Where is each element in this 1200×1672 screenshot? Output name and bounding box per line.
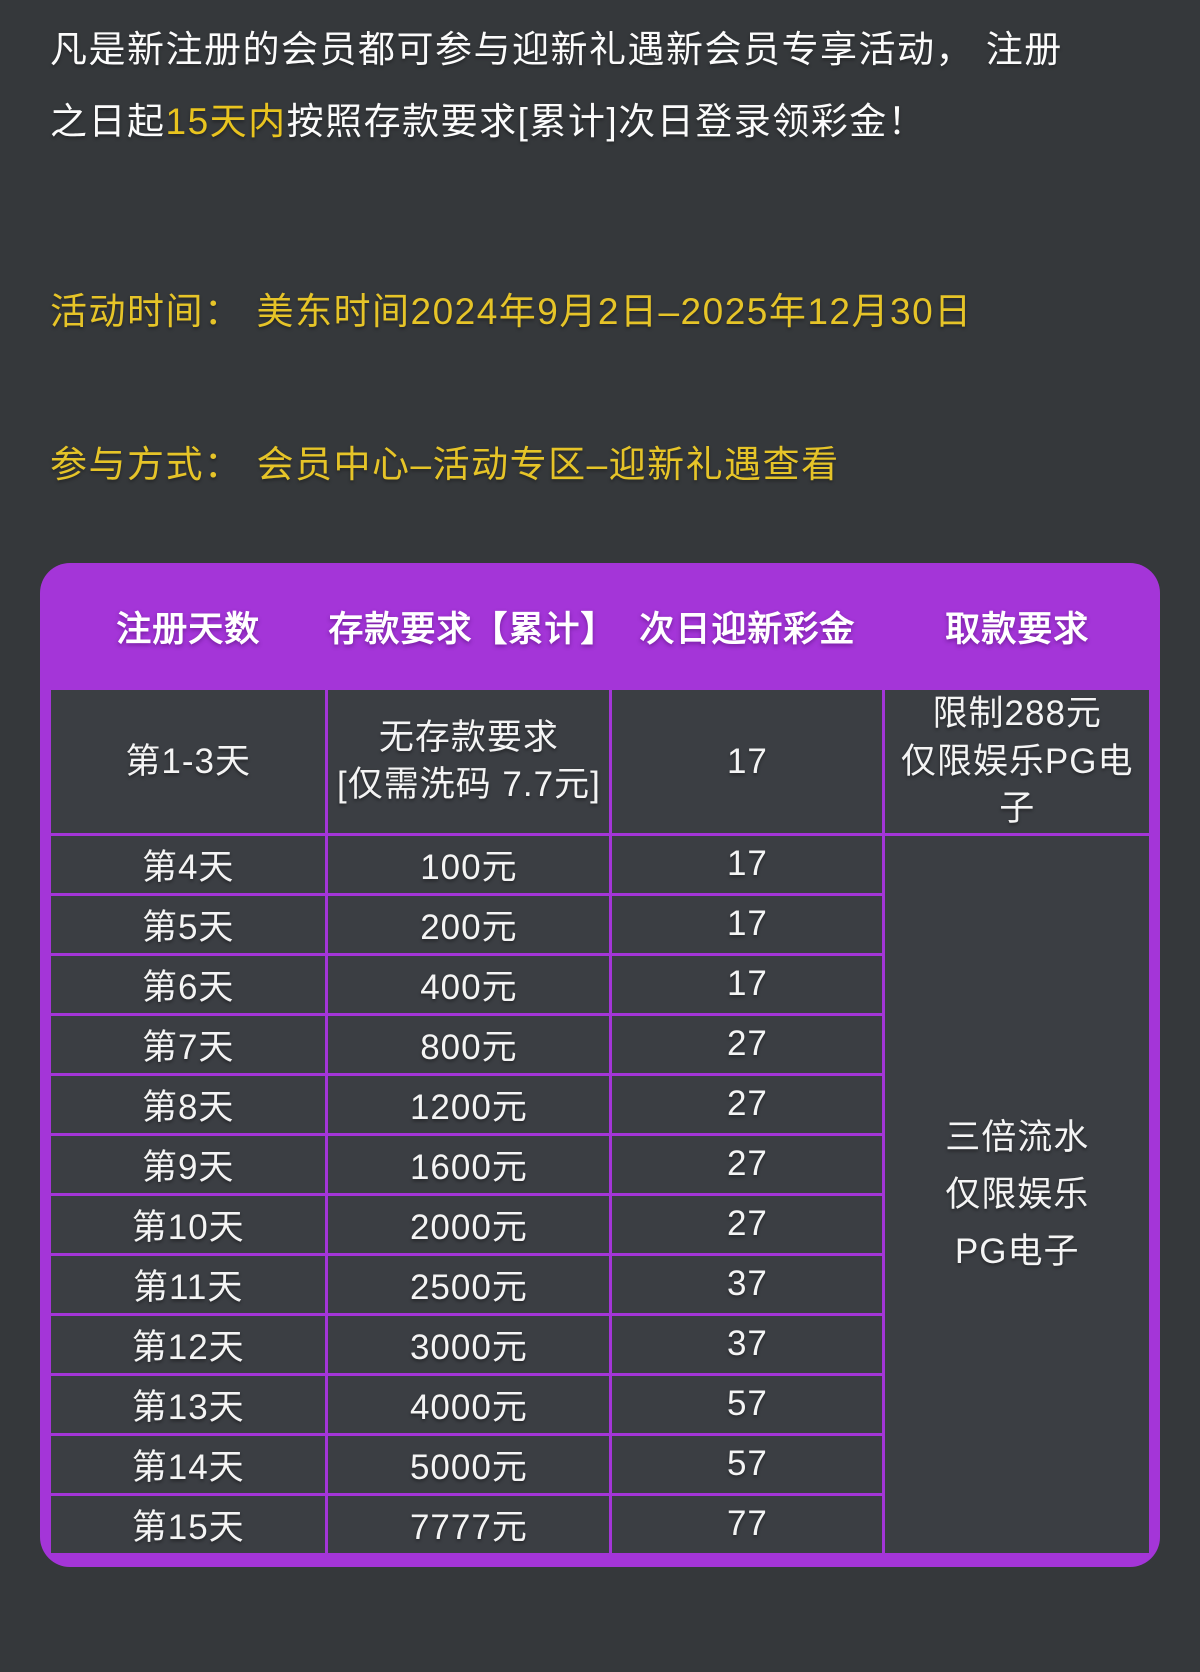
cell-day: 第4天 [51,835,326,893]
cell-withdraw-first: 限制288元 仅限娱乐PG电子 [885,690,1149,833]
cell-bonus: 37 [612,1255,883,1313]
cell-bonus: 37 [612,1315,883,1373]
col-header-next-day-bonus: 次日迎新彩金 [639,610,856,649]
intro-line-2-prefix: 之日起 [50,101,166,142]
cell-day: 第6天 [51,955,326,1013]
table-row: 第1-3天 无存款要求 [仅需洗码 7.7元] 17 限制288元 仅限娱乐PG电子 [51,690,1149,833]
cell-bonus: 27 [612,1135,883,1193]
cell-day: 第11天 [51,1255,326,1313]
cell-bonus: 17 [612,895,883,953]
cell-day: 第5天 [51,895,326,953]
promo-page: { "intro": { "line1": "凡是新注册的会员都可参与迎新礼遇新… [0,14,1200,1672]
cell-bonus: 17 [612,955,883,1013]
cell-day: 第7天 [51,1015,326,1073]
intro-line-2-suffix: 按照存款要求[累计]次日登录领彩金！ [286,101,927,142]
event-time-line: 活动时间： 美东时间2024年9月2日–2025年12月30日 [50,276,1150,348]
cell-deposit: 1200元 [328,1075,610,1133]
cell-day: 第9天 [51,1135,326,1193]
cell-day: 第14天 [51,1435,326,1493]
cell-bonus: 57 [612,1375,883,1433]
cell-deposit: 4000元 [328,1375,610,1433]
cell-deposit: 2000元 [328,1195,610,1253]
table-row: 第6天 400元 17 [51,955,1149,1013]
table-row: 第14天 5000元 57 [51,1435,1149,1493]
col-header-deposit-requirement: 存款要求【累计】 [328,610,617,649]
cell-bonus: 27 [612,1015,883,1073]
cell-day: 第12天 [51,1315,326,1373]
intro-line-2: 之日起15天内按照存款要求[累计]次日登录领彩金！ [50,86,1150,158]
table-row: 第5天 200元 17 [51,895,1149,953]
cell-deposit: 400元 [328,955,610,1013]
intro-line-1: 凡是新注册的会员都可参与迎新礼遇新会员专享活动， 注册 [50,14,1150,86]
table-row: 第7天 800元 27 [51,1015,1149,1073]
cell-day: 第10天 [51,1195,326,1253]
cell-deposit: 100元 [328,835,610,893]
table-header-row: 注册天数 存款要求【累计】 次日迎新彩金 取款要求 [51,566,1149,687]
cell-deposit: 5000元 [328,1435,610,1493]
cell-deposit: 200元 [328,895,610,953]
col-header-register-days: 注册天数 [116,610,261,649]
event-time-value: 美东时间2024年9月2日–2025年12月30日 [256,291,973,332]
intro-text: 凡是新注册的会员都可参与迎新礼遇新会员专享活动， 注册 之日起15天内按照存款要… [50,14,1150,158]
event-time-label: 活动时间： [50,291,243,332]
participation-value: 会员中心–活动专区–迎新礼遇查看 [256,444,840,485]
promo-table: 注册天数 存款要求【累计】 次日迎新彩金 取款要求 第1-3天 无存款要求 [仅需洗… [48,563,1152,1556]
cell-day: 第8天 [51,1075,326,1133]
participation-line: 参与方式： 会员中心–活动专区–迎新礼遇查看 [50,429,1150,501]
promo-table-container: 注册天数 存款要求【累计】 次日迎新彩金 取款要求 第1-3天 无存款要求 [仅需洗… [40,563,1160,1567]
promo-table-body: 第1-3天 无存款要求 [仅需洗码 7.7元] 17 限制288元 仅限娱乐PG电子 第4天… [51,690,1149,1553]
cell-bonus: 27 [612,1195,883,1253]
col-header-withdraw-requirement: 取款要求 [945,610,1090,649]
cell-day: 第13天 [51,1375,326,1433]
cell-deposit: 3000元 [328,1315,610,1373]
table-row: 第12天 3000元 37 [51,1315,1149,1373]
table-row: 第11天 2500元 37 [51,1255,1149,1313]
intro-highlight-15-days: 15天内 [165,101,287,142]
cell-day: 第15天 [51,1495,326,1553]
cell-bonus: 27 [612,1075,883,1133]
cell-deposit: 1600元 [328,1135,610,1193]
cell-bonus: 57 [612,1435,883,1493]
table-row: 第8天 1200元 27 [51,1075,1149,1133]
cell-deposit: 无存款要求 [仅需洗码 7.7元] [328,690,610,833]
cell-deposit: 7777元 [328,1495,610,1553]
intro-line-1-text: 凡是新注册的会员都可参与迎新礼遇新会员专享活动， 注册 [50,29,1063,70]
table-row: 第10天 2000元 27 [51,1195,1149,1253]
cell-deposit: 800元 [328,1015,610,1073]
table-row: 第4天 100元 17 三倍流水 仅限娱乐 PG电子 [51,835,1149,1553]
table-row: 第13天 4000元 57 [51,1375,1149,1433]
cell-bonus: 17 [612,835,883,893]
cell-withdraw-merged: 三倍流水 仅限娱乐 PG电子 [885,835,1149,1553]
participation-label: 参与方式： [50,444,243,485]
table-row: 第15天 7777元 77 [51,1495,1149,1553]
table-row: 第9天 1600元 27 [51,1135,1149,1193]
cell-deposit: 2500元 [328,1255,610,1313]
cell-day: 第1-3天 [51,690,326,833]
cell-bonus: 77 [612,1495,883,1553]
cell-bonus: 17 [612,690,883,833]
